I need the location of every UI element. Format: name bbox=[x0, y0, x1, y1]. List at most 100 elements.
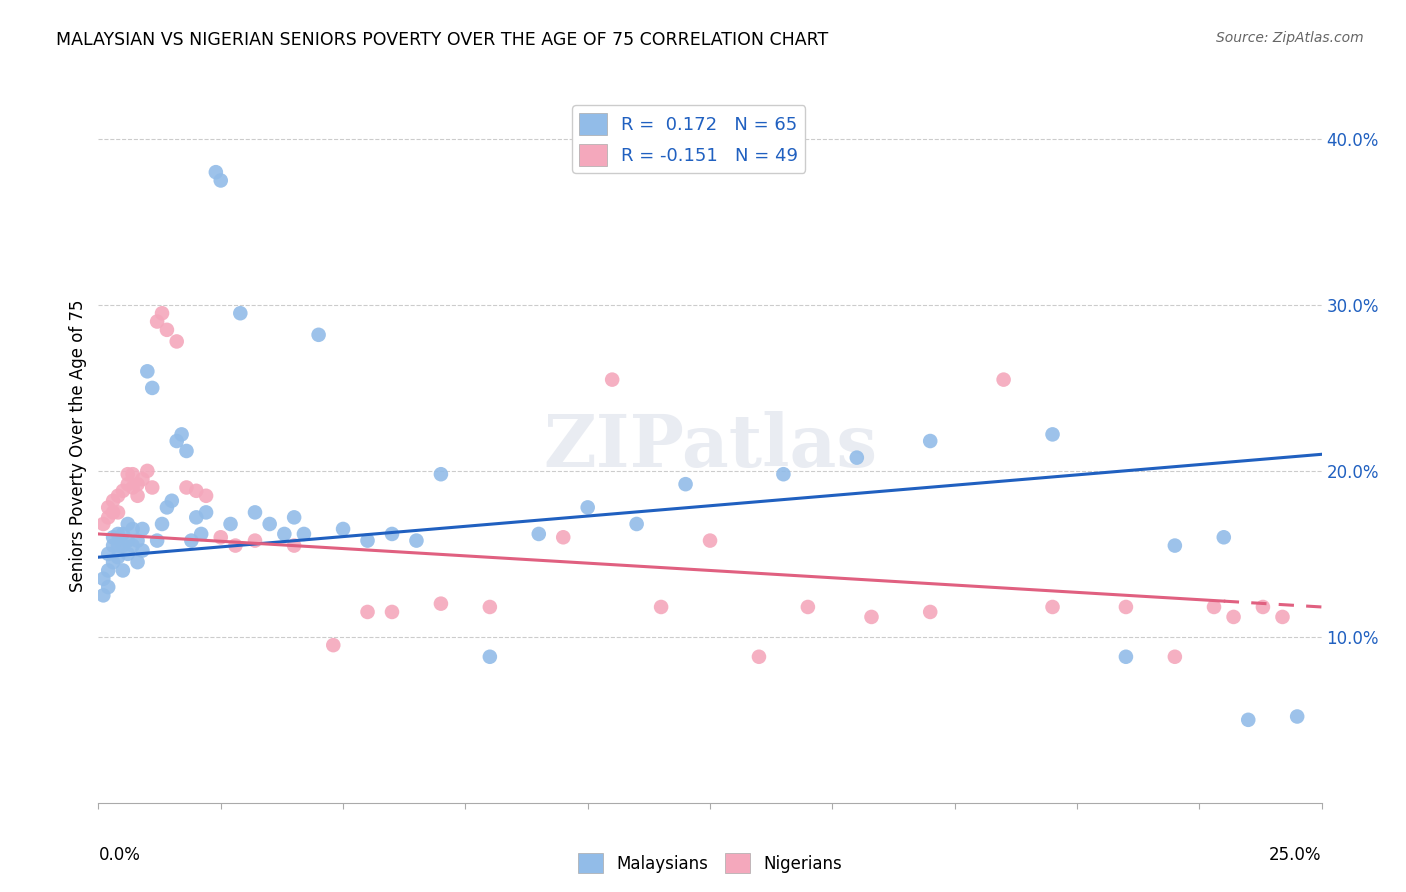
Point bbox=[1286, 709, 1309, 723]
Point bbox=[1042, 427, 1064, 442]
Point bbox=[166, 434, 188, 448]
Point bbox=[1115, 649, 1137, 664]
Point bbox=[576, 500, 599, 515]
Point bbox=[101, 505, 124, 519]
Point bbox=[243, 533, 266, 548]
Point bbox=[121, 539, 143, 553]
Point bbox=[283, 539, 305, 553]
Point bbox=[405, 533, 427, 548]
Point bbox=[209, 530, 232, 544]
Point bbox=[292, 527, 315, 541]
Point bbox=[91, 516, 114, 531]
Point bbox=[160, 493, 183, 508]
Point bbox=[180, 533, 202, 548]
Point bbox=[107, 489, 129, 503]
Point bbox=[176, 481, 198, 495]
Point bbox=[381, 605, 404, 619]
Point bbox=[553, 530, 575, 544]
Point bbox=[107, 527, 129, 541]
Point bbox=[121, 481, 143, 495]
Point bbox=[430, 597, 453, 611]
Point bbox=[141, 381, 163, 395]
Point bbox=[243, 505, 266, 519]
Point bbox=[195, 489, 218, 503]
Point bbox=[186, 483, 208, 498]
Point bbox=[107, 539, 129, 553]
Point bbox=[797, 599, 820, 614]
Point bbox=[131, 472, 153, 486]
Point bbox=[748, 649, 770, 664]
Point bbox=[920, 434, 942, 448]
Point bbox=[1042, 599, 1064, 614]
Point bbox=[117, 467, 139, 482]
Point bbox=[845, 450, 868, 465]
Text: ZIPatlas: ZIPatlas bbox=[543, 410, 877, 482]
Point bbox=[136, 364, 159, 378]
Point bbox=[205, 165, 228, 179]
Point bbox=[478, 649, 501, 664]
Text: 25.0%: 25.0% bbox=[1270, 846, 1322, 863]
Point bbox=[993, 373, 1015, 387]
Point bbox=[920, 605, 942, 619]
Y-axis label: Seniors Poverty Over the Age of 75: Seniors Poverty Over the Age of 75 bbox=[69, 300, 87, 592]
Point bbox=[156, 323, 179, 337]
Point bbox=[675, 477, 697, 491]
Point bbox=[97, 580, 120, 594]
Point bbox=[101, 530, 124, 544]
Point bbox=[1164, 649, 1187, 664]
Point bbox=[150, 516, 173, 531]
Point bbox=[146, 533, 169, 548]
Text: Source: ZipAtlas.com: Source: ZipAtlas.com bbox=[1216, 31, 1364, 45]
Point bbox=[127, 533, 149, 548]
Point bbox=[121, 467, 143, 482]
Point bbox=[1237, 713, 1260, 727]
Point bbox=[527, 527, 550, 541]
Point bbox=[170, 427, 193, 442]
Point bbox=[430, 467, 453, 482]
Point bbox=[229, 306, 252, 320]
Point bbox=[176, 444, 198, 458]
Point bbox=[101, 539, 124, 553]
Point bbox=[117, 547, 139, 561]
Point bbox=[156, 500, 179, 515]
Point bbox=[224, 539, 246, 553]
Point bbox=[127, 489, 149, 503]
Point bbox=[111, 564, 134, 578]
Point bbox=[117, 516, 139, 531]
Point bbox=[127, 555, 149, 569]
Point bbox=[259, 516, 281, 531]
Point bbox=[1251, 599, 1274, 614]
Point bbox=[219, 516, 242, 531]
Point bbox=[209, 173, 232, 187]
Point bbox=[356, 605, 378, 619]
Point bbox=[356, 533, 378, 548]
Point bbox=[1212, 530, 1234, 544]
Point bbox=[1271, 610, 1294, 624]
Point bbox=[308, 327, 330, 342]
Point bbox=[478, 599, 501, 614]
Text: 0.0%: 0.0% bbox=[98, 846, 141, 863]
Point bbox=[1222, 610, 1244, 624]
Point bbox=[101, 555, 124, 569]
Point bbox=[190, 527, 212, 541]
Point bbox=[322, 638, 344, 652]
Point bbox=[107, 550, 129, 565]
Point bbox=[97, 500, 120, 515]
Point bbox=[121, 522, 143, 536]
Point bbox=[1164, 539, 1187, 553]
Point bbox=[772, 467, 794, 482]
Point bbox=[101, 493, 124, 508]
Legend: Malaysians, Nigerians: Malaysians, Nigerians bbox=[571, 847, 849, 880]
Point bbox=[860, 610, 883, 624]
Point bbox=[97, 564, 120, 578]
Point bbox=[131, 522, 153, 536]
Point bbox=[111, 527, 134, 541]
Point bbox=[131, 543, 153, 558]
Point bbox=[136, 464, 159, 478]
Point bbox=[97, 510, 120, 524]
Point bbox=[600, 373, 623, 387]
Point bbox=[650, 599, 672, 614]
Point bbox=[626, 516, 648, 531]
Point bbox=[111, 483, 134, 498]
Point bbox=[332, 522, 354, 536]
